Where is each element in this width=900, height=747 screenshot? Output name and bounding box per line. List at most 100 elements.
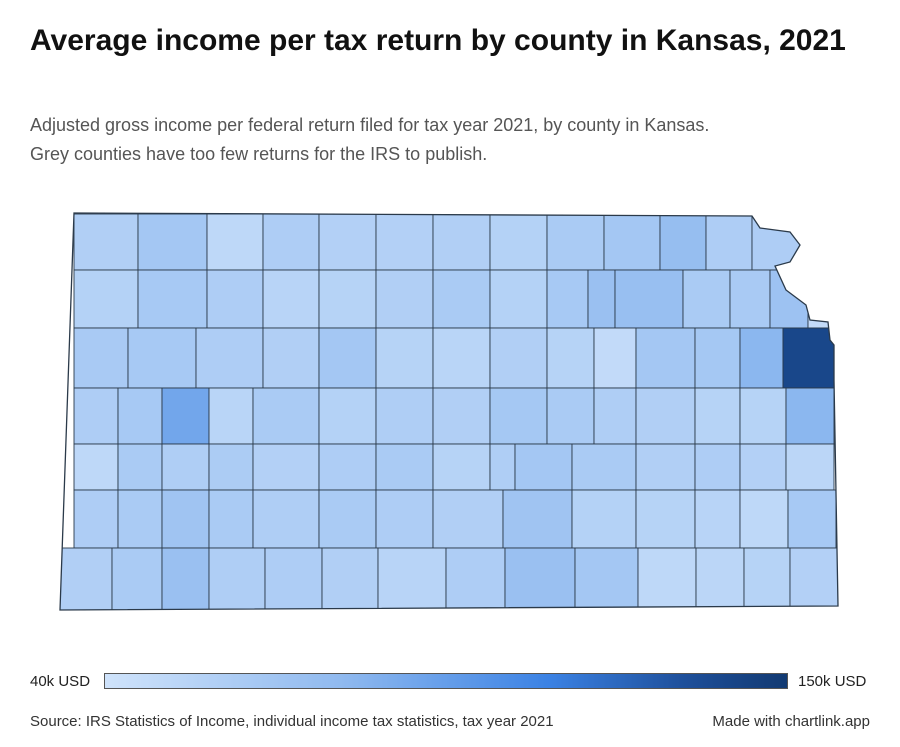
county-region[interactable] bbox=[206, 213, 264, 271]
county-region[interactable] bbox=[375, 443, 434, 491]
county-region[interactable] bbox=[694, 443, 741, 491]
county-region[interactable] bbox=[695, 547, 745, 610]
county-region[interactable] bbox=[489, 327, 548, 389]
county-region[interactable] bbox=[489, 213, 548, 271]
county-region[interactable] bbox=[546, 269, 589, 329]
county-region[interactable] bbox=[208, 547, 266, 610]
county-region[interactable] bbox=[785, 387, 835, 445]
credit-link[interactable]: Made with chartlink.app bbox=[712, 713, 870, 730]
county-region[interactable] bbox=[546, 213, 605, 271]
county-region[interactable] bbox=[206, 269, 264, 329]
county-region[interactable] bbox=[637, 547, 697, 610]
county-region[interactable] bbox=[593, 387, 637, 445]
county-region[interactable] bbox=[489, 387, 548, 445]
county-region[interactable] bbox=[787, 489, 837, 549]
county-region[interactable] bbox=[489, 269, 548, 329]
county-region[interactable] bbox=[195, 327, 264, 389]
county-region[interactable] bbox=[546, 327, 595, 389]
county-region[interactable] bbox=[729, 269, 771, 329]
county-region[interactable] bbox=[502, 489, 573, 549]
county-region[interactable] bbox=[375, 489, 434, 549]
county-region[interactable] bbox=[137, 213, 208, 271]
county-region[interactable] bbox=[694, 327, 741, 389]
county-region[interactable] bbox=[593, 327, 637, 389]
county-region[interactable] bbox=[318, 269, 377, 329]
county-region[interactable] bbox=[739, 327, 784, 389]
county-region[interactable] bbox=[73, 269, 139, 329]
county-region[interactable] bbox=[739, 387, 787, 445]
county-region[interactable] bbox=[635, 489, 696, 549]
county-region[interactable] bbox=[635, 327, 696, 389]
county-region[interactable] bbox=[161, 443, 210, 491]
county-region[interactable] bbox=[603, 213, 661, 271]
county-region[interactable] bbox=[252, 387, 320, 445]
county-region[interactable] bbox=[635, 387, 696, 445]
county-region[interactable] bbox=[614, 269, 684, 329]
county-region[interactable] bbox=[262, 269, 320, 329]
county-region[interactable] bbox=[262, 213, 320, 271]
county-region[interactable] bbox=[807, 269, 835, 329]
county-region[interactable] bbox=[635, 443, 696, 491]
county-region[interactable] bbox=[432, 269, 491, 329]
county-region[interactable] bbox=[789, 547, 838, 610]
county-region[interactable] bbox=[318, 387, 377, 445]
county-region[interactable] bbox=[375, 213, 434, 271]
county-region[interactable] bbox=[252, 489, 320, 549]
county-region[interactable] bbox=[262, 327, 320, 389]
county-region[interactable] bbox=[751, 213, 801, 271]
county-region[interactable] bbox=[117, 387, 163, 445]
county-region[interactable] bbox=[60, 547, 113, 610]
county-region[interactable] bbox=[73, 443, 119, 491]
county-region[interactable] bbox=[208, 387, 254, 445]
county-region[interactable] bbox=[705, 213, 753, 271]
county-region[interactable] bbox=[111, 547, 163, 610]
county-region[interactable] bbox=[73, 489, 119, 549]
county-region[interactable] bbox=[161, 387, 210, 445]
county-region[interactable] bbox=[137, 269, 208, 329]
county-region[interactable] bbox=[264, 547, 323, 610]
county-region[interactable] bbox=[546, 387, 595, 445]
county-region[interactable] bbox=[73, 327, 129, 389]
county-region[interactable] bbox=[208, 443, 254, 491]
county-region[interactable] bbox=[682, 269, 731, 329]
county-region[interactable] bbox=[377, 547, 447, 610]
county-region[interactable] bbox=[571, 443, 637, 491]
county-region[interactable] bbox=[432, 489, 504, 549]
county-region[interactable] bbox=[117, 443, 163, 491]
county-region[interactable] bbox=[785, 443, 835, 491]
county-region[interactable] bbox=[769, 269, 809, 329]
county-region[interactable] bbox=[73, 387, 119, 445]
county-region[interactable] bbox=[432, 387, 491, 445]
county-region[interactable] bbox=[318, 443, 377, 491]
county-region[interactable] bbox=[445, 547, 506, 610]
county-region[interactable] bbox=[375, 269, 434, 329]
county-region[interactable] bbox=[574, 547, 639, 610]
county-region[interactable] bbox=[432, 443, 491, 491]
county-region[interactable] bbox=[514, 443, 573, 491]
county-region[interactable] bbox=[782, 327, 835, 389]
county-region[interactable] bbox=[739, 489, 789, 549]
county-region[interactable] bbox=[432, 327, 491, 389]
county-region[interactable] bbox=[375, 387, 434, 445]
county-region[interactable] bbox=[161, 489, 210, 549]
county-region[interactable] bbox=[504, 547, 576, 610]
county-region[interactable] bbox=[489, 443, 516, 491]
county-region[interactable] bbox=[252, 443, 320, 491]
county-region[interactable] bbox=[127, 327, 197, 389]
county-region[interactable] bbox=[659, 213, 707, 271]
county-region[interactable] bbox=[318, 327, 377, 389]
county-region[interactable] bbox=[694, 489, 741, 549]
county-region[interactable] bbox=[73, 213, 139, 271]
county-region[interactable] bbox=[694, 387, 741, 445]
county-region[interactable] bbox=[117, 489, 163, 549]
county-region[interactable] bbox=[318, 213, 377, 271]
county-region[interactable] bbox=[739, 443, 787, 491]
county-region[interactable] bbox=[743, 547, 791, 610]
county-region[interactable] bbox=[587, 269, 616, 329]
county-region[interactable] bbox=[161, 547, 210, 610]
county-region[interactable] bbox=[321, 547, 379, 610]
county-region[interactable] bbox=[208, 489, 254, 549]
county-region[interactable] bbox=[375, 327, 434, 389]
county-region[interactable] bbox=[571, 489, 637, 549]
county-region[interactable] bbox=[432, 213, 491, 271]
